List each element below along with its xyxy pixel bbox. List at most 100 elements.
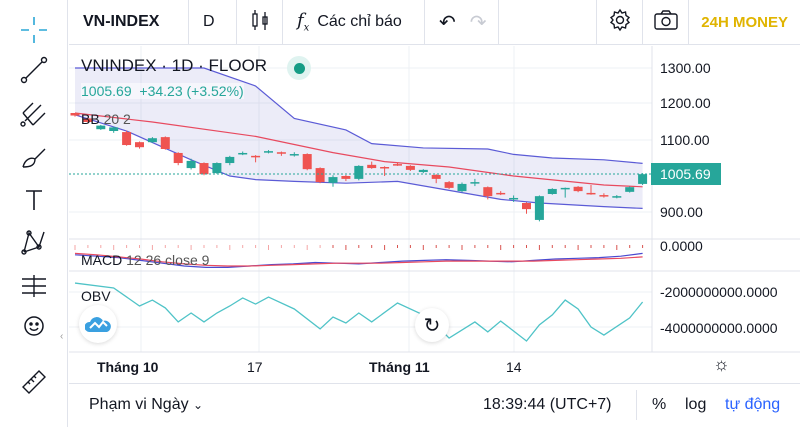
candle-body [160,137,170,149]
candle-body [135,142,144,148]
legend-title: VNINDEX · 1D · FLOOR [81,56,268,75]
time-label: Tháng 11 [369,359,430,375]
candle-body [109,127,119,131]
candle-body [444,182,454,188]
bb-legend[interactable]: BB 20 2 [81,111,131,127]
candle-body [496,192,506,195]
macd-line [74,252,643,268]
candle-body [186,160,196,169]
chart-area[interactable]: 1300.00 1200.00 1100.00 900.00 1005.69 0… [60,46,800,382]
percent-toggle[interactable]: % [652,396,667,413]
candlestick-icon [251,9,269,36]
candle-body [534,196,544,220]
symbol-search[interactable]: VN-INDEX [69,0,189,45]
indicators-label: Các chỉ báo [317,13,402,30]
candle-body [147,138,157,143]
candle-body [483,187,493,197]
candle-body [470,182,480,184]
time-label: 14 [506,359,522,375]
price-tick: 1100.00 [660,132,710,148]
price-tick: 1200.00 [660,95,711,111]
candle-body [264,151,273,153]
candle-body [96,125,106,130]
candle-body [457,183,467,192]
candle-body [341,176,351,179]
candle-body [238,152,248,155]
text-tool-icon[interactable] [14,184,54,216]
obv-line [74,282,644,342]
candle-body [405,165,415,170]
market-status-icon[interactable] [287,56,311,80]
time-label: 17 [247,359,263,375]
brush-icon[interactable] [14,142,54,174]
top-toolbar: VN-INDEX D fx Các chỉ báo ↶ ↷ 24H MONEY [69,0,800,45]
candle-body [328,177,338,183]
price-tick: 1300.00 [660,60,711,76]
obv-tick: -2000000000.0000 [660,284,778,300]
candle-body [302,154,312,170]
last-price-badge [651,163,721,185]
bottom-bar: Phạm vi Ngày ⌄ 18:39:44 (UTC+7) % log tự… [69,383,800,427]
redo-icon[interactable]: ↷ [469,11,487,34]
obv-legend[interactable]: OBV [81,288,111,304]
candle-body [276,152,286,154]
chart-type-button[interactable] [237,0,283,45]
gear-icon [608,8,632,37]
candle-body [599,195,609,197]
ruler-icon[interactable] [14,366,54,398]
candle-body [393,164,402,166]
screenshot-button[interactable] [643,0,690,45]
last-price-label: 1005.69 [660,166,711,182]
candle-body [251,155,261,158]
interval-button[interactable]: D [189,0,237,45]
candle-body [83,118,93,122]
candle-body [367,164,377,169]
pattern-icon[interactable] [14,226,54,258]
brightness-icon[interactable]: ☼ [713,354,730,374]
chart-canvas[interactable]: 1300.00 1200.00 1100.00 900.00 1005.69 0… [69,46,800,382]
reset-chart-icon[interactable]: ↻ [415,308,449,342]
legend-price: 1005.69 +34.23 (+3.52%) [81,83,244,99]
emoji-icon[interactable] [14,310,54,342]
undo-redo: ↶ ↷ [425,0,499,45]
candle-body [573,186,583,192]
brand-logo[interactable]: 24H MONEY [701,13,788,31]
candle-body [380,167,390,169]
candle-body [122,132,132,146]
date-range-dropdown[interactable]: Phạm vi Ngày ⌄ [89,396,204,413]
candle-body [70,113,80,116]
indicators-button[interactable]: fx Các chỉ báo [283,0,425,45]
candle-body [547,188,557,194]
obv-tick: -4000000000.0000 [660,320,778,336]
candle-body [354,165,364,179]
time-label: Tháng 10 [97,359,159,375]
clock[interactable]: 18:39:44 (UTC+7) [483,396,612,413]
chevron-down-icon: ⌄ [193,398,204,412]
cloud-logo-icon[interactable] [79,305,117,343]
candle-body [509,197,519,200]
crosshair-icon[interactable] [14,14,54,46]
bb-fill [75,68,643,209]
auto-scale-toggle[interactable]: tự động [725,396,781,413]
log-toggle[interactable]: log [685,396,707,413]
candle-body [586,192,596,195]
measure-icon[interactable] [14,270,54,302]
macd-legend[interactable]: MACD 12 26 close 9 [81,252,210,268]
trend-line-icon[interactable] [14,54,54,86]
candle-body [560,187,570,190]
candle-body [638,174,648,184]
drawing-toolbar [0,0,68,427]
pitchfork-icon[interactable] [14,98,54,130]
price-tick: 900.00 [660,204,703,220]
undo-icon[interactable]: ↶ [439,11,456,34]
candle-body [431,174,441,179]
candle-body [418,169,428,173]
collapse-toolbar-icon[interactable]: ‹ [60,331,64,342]
settings-button[interactable] [597,0,644,45]
candle-body [522,203,531,210]
camera-icon [653,9,679,36]
candle-body [225,156,235,164]
bb-upper-line [75,67,643,164]
candle-body [625,187,635,192]
candle-body [212,163,222,174]
